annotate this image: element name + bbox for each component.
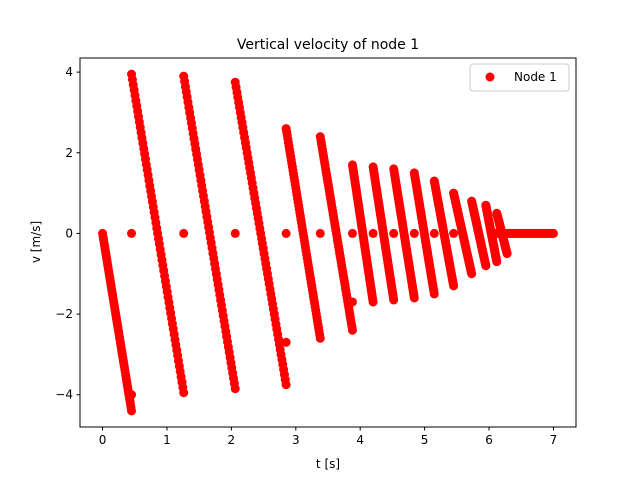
data-point [127,390,137,400]
data-streak [347,160,378,307]
data-point [429,289,439,299]
x-tick-label: 6 [485,433,493,447]
plot-area [98,69,558,416]
y-tick-label: −4 [55,388,73,402]
data-streak [98,228,137,416]
data-point [179,228,189,238]
y-axis: −4 −2 0 2 4 [55,65,80,402]
x-axis-label: t [s] [316,457,340,471]
data-point [347,297,357,307]
data-plateau [490,228,558,238]
data-point [281,228,291,238]
x-tick-label: 7 [550,433,558,447]
x-tick-label: 0 [99,433,107,447]
data-point [409,293,419,303]
data-point [281,337,291,347]
data-streak [429,176,459,291]
data-point [230,384,240,394]
chart-title: Vertical velocity of node 1 [237,37,419,53]
data-streak [230,77,291,390]
data-point [315,333,325,343]
x-tick-label: 3 [292,433,300,447]
data-point [389,228,399,238]
data-point [389,295,399,305]
y-tick-label: −2 [55,307,73,321]
data-streak [389,164,419,303]
legend-box [469,63,570,92]
data-streak [368,162,399,305]
x-tick-label: 2 [228,433,236,447]
data-point [368,228,378,238]
data-streak [449,188,477,279]
data-point [467,269,477,279]
legend-label: Node 1 [514,70,557,84]
y-tick-label: 2 [65,146,73,160]
data-point [347,228,357,238]
legend-marker [485,72,495,82]
data-point [492,257,502,267]
x-axis: 0 1 2 3 4 5 6 7 [99,427,558,447]
axes-frame [79,57,577,428]
data-streak [179,71,240,394]
x-tick-label: 4 [356,433,364,447]
data-point [368,297,378,307]
data-point [548,228,558,238]
data-point [409,228,419,238]
data-point [481,261,491,271]
data-point [281,380,291,390]
data-point [179,388,189,398]
y-axis-label: v [m/s] [29,221,43,263]
data-point [502,249,512,259]
data-point [127,228,137,238]
data-point [315,228,325,238]
data-point [429,228,439,238]
data-point [127,406,137,416]
data-streak [127,69,189,398]
data-streak [315,132,357,335]
data-point [449,281,459,291]
legend: Node 1 [469,63,570,92]
data-streak [281,124,325,343]
x-tick-label: 1 [163,433,171,447]
data-point [449,228,459,238]
y-tick-label: 4 [65,65,73,79]
data-streak [467,196,491,271]
x-tick-label: 5 [421,433,429,447]
data-point [230,228,240,238]
data-streak [409,168,439,299]
y-tick-label: 0 [65,226,73,240]
data-point [347,325,357,335]
